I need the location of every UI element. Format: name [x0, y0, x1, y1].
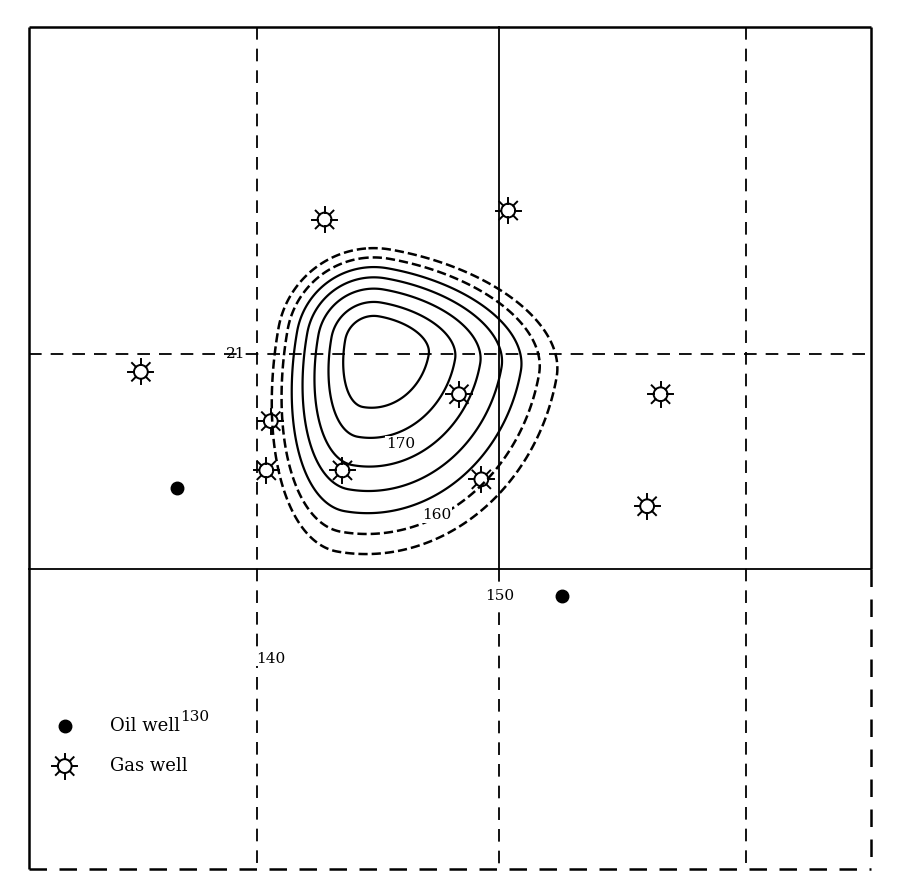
Text: 140: 140 [256, 651, 285, 666]
Text: 21: 21 [226, 347, 246, 361]
Text: 150: 150 [485, 589, 514, 603]
Text: 170: 170 [386, 436, 415, 451]
Text: Gas well: Gas well [110, 757, 187, 775]
Text: 130: 130 [180, 710, 209, 724]
Text: Oil well: Oil well [110, 717, 179, 735]
Text: 160: 160 [422, 508, 451, 522]
